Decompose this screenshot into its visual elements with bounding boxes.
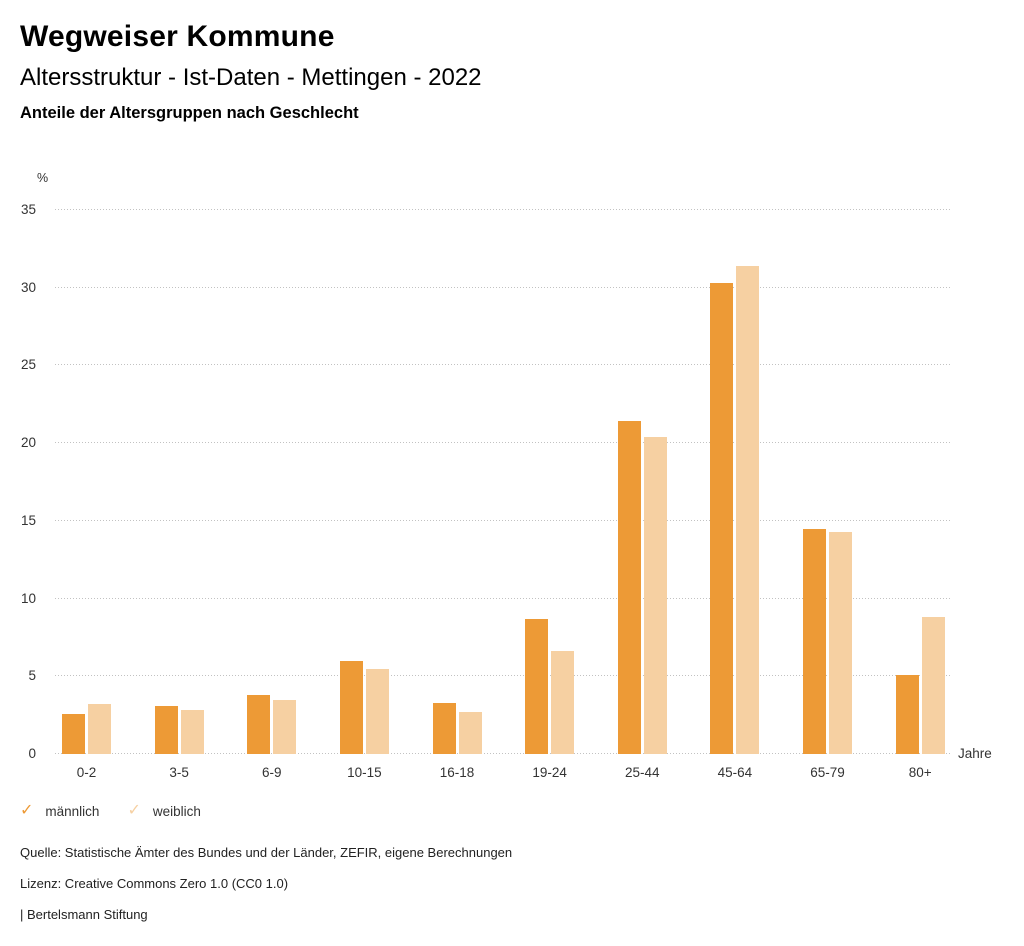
plot-area bbox=[55, 202, 951, 754]
bar-weiblich-19-24[interactable] bbox=[551, 651, 575, 754]
attribution-note: | Bertelsmann Stiftung bbox=[20, 907, 148, 922]
bar-männlich-25-44[interactable] bbox=[617, 421, 641, 754]
gridline bbox=[55, 209, 951, 210]
bar-männlich-0-2[interactable] bbox=[62, 713, 85, 754]
source-note: Quelle: Statistische Ämter des Bundes un… bbox=[20, 845, 513, 860]
legend: ✓ männlich ✓ weiblich bbox=[20, 803, 201, 819]
x-tick-label: 19-24 bbox=[532, 765, 567, 780]
bar-männlich-3-5[interactable] bbox=[154, 705, 178, 754]
bar-männlich-65-79[interactable] bbox=[803, 528, 827, 754]
y-tick-label: 20 bbox=[20, 435, 36, 451]
y-tick-label: 5 bbox=[28, 668, 36, 684]
gridline bbox=[55, 597, 951, 599]
y-tick-label: 10 bbox=[20, 590, 36, 606]
y-tick-label: 15 bbox=[20, 512, 36, 528]
x-tick-label: 3-5 bbox=[169, 765, 189, 780]
x-tick-label: 6-9 bbox=[261, 765, 282, 780]
bar-weiblich-80+[interactable] bbox=[921, 617, 945, 754]
gridline bbox=[55, 753, 951, 754]
check-icon: ✓ bbox=[127, 802, 141, 819]
bar-weiblich-45-64[interactable] bbox=[736, 265, 760, 754]
page-title: Wegweiser Kommune bbox=[20, 20, 335, 53]
bar-weiblich-10-15[interactable] bbox=[365, 668, 389, 754]
chart-heading: Anteile der Altersgruppen nach Geschlech… bbox=[20, 104, 359, 122]
gridline bbox=[55, 519, 951, 521]
legend-item-label: männlich bbox=[45, 803, 100, 819]
x-axis-unit-label: Jahre bbox=[958, 746, 992, 761]
bar-männlich-10-15[interactable] bbox=[339, 660, 363, 754]
x-axis-category-labels: 0-2 3-5 6-9 10-15 16-18 19-24 25-44 45-64 65-79 8… bbox=[55, 765, 951, 785]
bar-männlich-19-24[interactable] bbox=[525, 618, 549, 754]
bar-männlich-6-9[interactable] bbox=[247, 694, 271, 754]
legend-item-weiblich[interactable]: ✓ weiblich bbox=[127, 803, 200, 819]
x-tick-label: 65-79 bbox=[810, 765, 845, 780]
bar-männlich-80+[interactable] bbox=[895, 674, 919, 754]
y-tick-label: 25 bbox=[20, 357, 36, 373]
x-tick-label: 0-2 bbox=[76, 765, 97, 780]
y-tick-label: 30 bbox=[20, 279, 36, 295]
legend-item-männlich[interactable]: ✓ männlich bbox=[20, 803, 99, 819]
chart-subtitle: Altersstruktur - Ist-Daten - Mettingen -… bbox=[20, 64, 482, 91]
y-tick-label: 0 bbox=[28, 746, 36, 761]
gridline bbox=[55, 364, 951, 366]
x-tick-label: 16-18 bbox=[439, 765, 475, 780]
bar-weiblich-25-44[interactable] bbox=[643, 436, 667, 754]
bar-weiblich-16-18[interactable] bbox=[458, 712, 482, 754]
x-tick-label: 25-44 bbox=[625, 765, 660, 780]
bar-männlich-16-18[interactable] bbox=[432, 702, 456, 754]
x-tick-label: 10-15 bbox=[347, 765, 382, 780]
bar-weiblich-3-5[interactable] bbox=[180, 710, 204, 754]
gridline bbox=[55, 286, 951, 288]
y-axis-unit-label: % bbox=[37, 171, 49, 185]
footer: Quelle: Statistische Ämter des Bundes un… bbox=[20, 844, 512, 937]
bar-männlich-45-64[interactable] bbox=[710, 283, 734, 754]
bar-weiblich-0-2[interactable] bbox=[88, 704, 111, 754]
check-icon: ✓ bbox=[20, 802, 34, 819]
gridline bbox=[55, 442, 951, 444]
bar-weiblich-6-9[interactable] bbox=[273, 699, 297, 754]
x-tick-label: 45-64 bbox=[717, 765, 753, 780]
license-note: Lizenz: Creative Commons Zero 1.0 (CC0 1… bbox=[20, 876, 289, 891]
y-axis-tick-labels: 0 5 10 15 20 25 30 35 bbox=[0, 202, 36, 761]
x-tick-label: 80+ bbox=[908, 765, 932, 780]
bar-weiblich-65-79[interactable] bbox=[829, 531, 853, 754]
legend-item-label: weiblich bbox=[152, 803, 201, 819]
gridline bbox=[55, 675, 951, 677]
y-tick-label: 35 bbox=[20, 202, 36, 217]
